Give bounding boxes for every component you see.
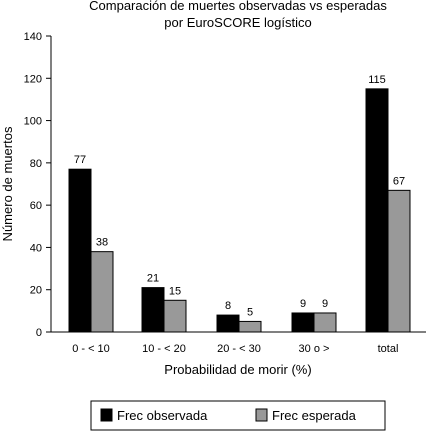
bar-label-esperada-4: 67: [393, 175, 405, 187]
bar-label-esperada-0: 38: [96, 237, 108, 249]
bar-observada-2: [216, 314, 240, 333]
chart-title-line-1: Comparación de muertes observadas vs esp…: [89, 0, 387, 13]
y-tick-label-20: 20: [30, 285, 42, 297]
bar-esperada-2: [238, 320, 262, 333]
chart-title-line-2: por EuroSCORE logístico: [164, 15, 311, 30]
bar-observada-0: [68, 168, 92, 333]
y-tick-label-140: 140: [24, 31, 42, 43]
x-category-label-1: 10 - < 20: [142, 343, 186, 355]
bar-esperada-3: [313, 312, 337, 333]
bar-label-observada-4: 115: [368, 74, 386, 86]
x-axis-category-labels: 0 - < 10 10 - < 20 20 - < 30 30 o > total: [72, 343, 398, 355]
bar-value-labels: 77 38 21 15 8 5 9 9 115 67: [74, 74, 405, 319]
y-tick-label-0: 0: [36, 327, 42, 339]
legend-swatch-esperada: [255, 408, 268, 422]
bar-label-esperada-2: 5: [247, 306, 253, 318]
bar-label-esperada-3: 9: [322, 298, 328, 310]
legend-label-observada: Frec observada: [117, 408, 208, 423]
bar-label-esperada-1: 15: [169, 285, 181, 297]
y-tick-label-120: 120: [24, 73, 42, 85]
bar-label-observada-2: 8: [225, 300, 231, 312]
y-tick-label-60: 60: [30, 200, 42, 212]
legend: Frec observada Frec esperada: [90, 400, 386, 431]
x-category-label-0: 0 - < 10: [72, 343, 110, 355]
bar-esperada-4: [387, 189, 411, 333]
y-axis-title: Número de muertos: [0, 126, 15, 241]
bar-esperada-1: [163, 299, 187, 333]
bar-label-observada-0: 77: [74, 154, 86, 166]
y-tick-label-100: 100: [24, 116, 42, 128]
y-tick-label-80: 80: [30, 158, 42, 170]
bar-label-observada-3: 9: [300, 298, 306, 310]
legend-box: [90, 400, 386, 431]
legend-swatch-observada: [100, 408, 113, 422]
y-tick-label-40: 40: [30, 242, 42, 254]
bar-esperada-0: [90, 251, 114, 333]
bar-observada-3: [291, 312, 315, 333]
x-category-label-3: 30 o >: [299, 343, 330, 355]
bars: [68, 88, 411, 333]
bar-observada-4: [365, 88, 389, 333]
x-category-label-2: 20 - < 30: [217, 343, 261, 355]
bar-observada-1: [141, 287, 165, 333]
x-axis-title: Probabilidad de morir (%): [164, 362, 311, 377]
bar-label-observada-1: 21: [147, 273, 159, 285]
legend-label-esperada: Frec esperada: [272, 408, 357, 423]
y-axis-ticks: 0 20 40 60 80 100 120 140: [24, 31, 51, 339]
x-category-label-4: total: [378, 343, 399, 355]
